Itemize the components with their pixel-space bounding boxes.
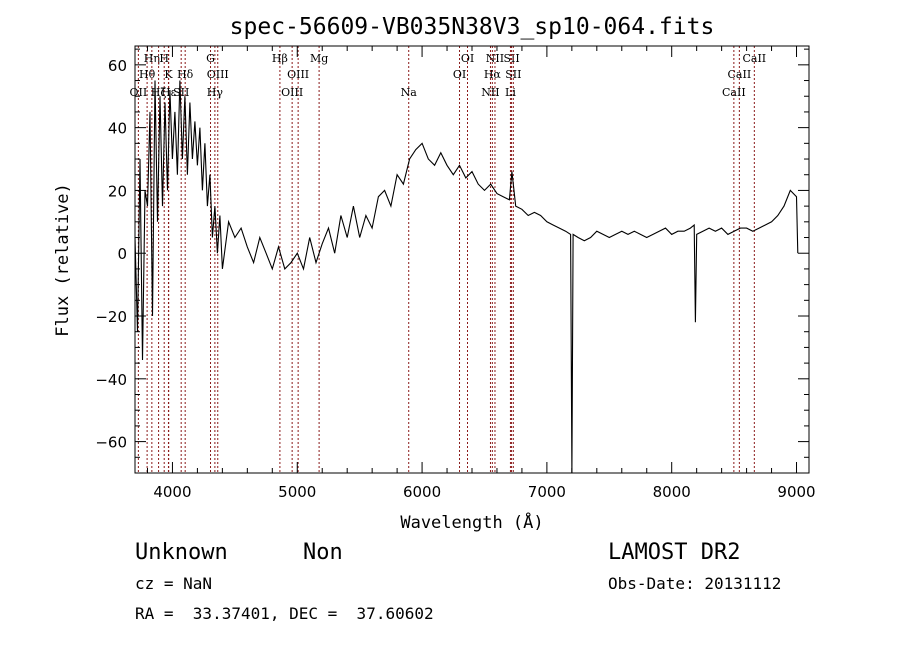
y-tick-label: −40 [95,371,127,389]
line-marker-label: Mg [310,52,328,65]
cz-value: cz = NaN [135,574,213,593]
line-marker-label: Hα [484,68,502,81]
plot-frame [134,45,810,474]
spectrum-line [134,80,799,474]
y-tick-label: 20 [108,182,127,200]
x-tick-label: 8000 [653,483,691,501]
y-tick-label: 0 [117,245,127,263]
line-marker-label: OIII [287,68,309,81]
line-marker-label: Hη [144,52,160,65]
y-tick-label: −20 [95,308,127,326]
line-marker-label: NII [486,52,504,65]
line-marker-label: Hθ [139,68,156,81]
line-marker-label: Li [505,86,516,99]
line-marker-label: SII [505,68,521,81]
line-marker-label: H [159,52,169,65]
obs-date: Obs-Date: 20131112 [608,574,782,593]
line-marker-label: OII [130,86,148,99]
x-tick-label: 5000 [278,483,316,501]
y-axis: −60 −40 −20 0 20 40 60 [95,48,809,474]
survey-name: LAMOST DR2 [608,540,741,565]
line-marker-label: OIII [207,68,229,81]
y-axis-label: Flux (relative) [53,183,73,337]
line-marker-label: CaII [728,68,752,81]
line-marker-label: G [206,52,215,65]
line-marker-label: Hβ [272,52,288,65]
line-marker-label: OIII [281,86,303,99]
line-markers: HηHHθKHδOIIHζHεSIIGOIIIHγHβOIIIOIIIMgNaO… [130,46,766,473]
x-tick-label: 9000 [777,483,815,501]
x-tick-label: 4000 [153,483,191,501]
y-tick-label: 60 [108,57,127,75]
line-marker-label: Na [401,86,418,99]
y-tick-label: 40 [108,120,127,138]
x-axis-label: Wavelength (Å) [400,511,543,533]
x-tick-label: 7000 [528,483,566,501]
line-marker-label: SII [173,86,189,99]
y-tick-label: −60 [95,434,127,452]
chart-title: spec-56609-VB035N38V3_sp10-064.fits [230,14,715,40]
x-tick-label: 6000 [403,483,441,501]
line-marker-label: NII [481,86,499,99]
ra-dec: RA = 33.37401, DEC = 37.60602 [135,604,434,623]
line-marker-label: Hε [161,86,177,99]
line-marker-label: CaII [722,86,746,99]
line-marker-label: SII [503,52,519,65]
line-marker-label: OI [453,68,466,81]
object-class: Unknown [135,540,228,565]
object-subclass: Non [303,540,343,565]
x-axis: 4000 5000 6000 7000 8000 9000 [146,46,816,501]
line-marker-label: CaII [742,52,766,65]
line-marker-label: OI [461,52,474,65]
line-marker-label: Hδ [177,68,194,81]
line-marker-label: Hγ [207,86,224,99]
